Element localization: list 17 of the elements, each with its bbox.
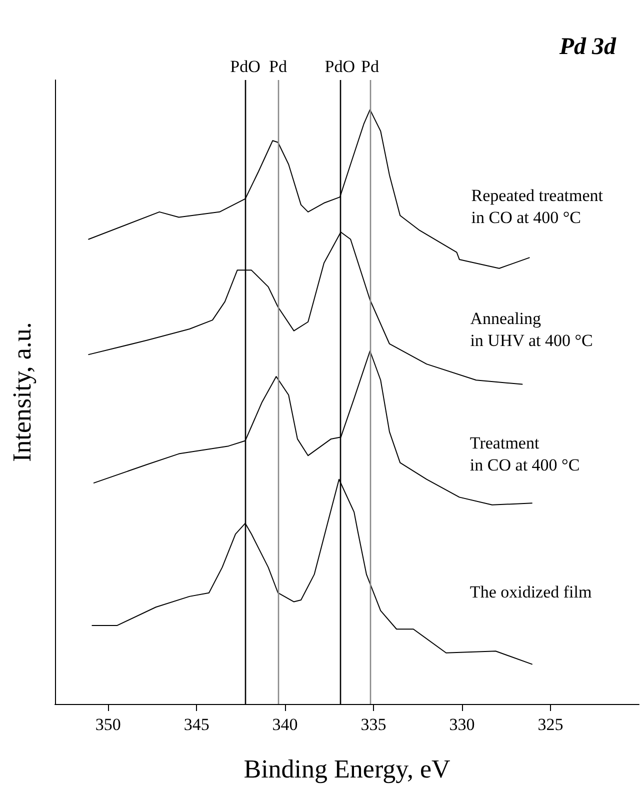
series-label: Repeated treatment in CO at 400 °C xyxy=(471,186,604,228)
ref-line-label: Pd xyxy=(361,57,380,76)
chart-title: Pd 3d xyxy=(558,34,617,60)
y-axis-title: Intensity, a.u. xyxy=(8,322,36,462)
x-tick-label: 340 xyxy=(272,715,298,734)
x-tick-label: 325 xyxy=(538,715,564,734)
x-tick-label: 345 xyxy=(184,715,210,734)
x-tick-label: 330 xyxy=(449,715,475,734)
series-label: Treatment in CO at 400 °C xyxy=(470,434,580,475)
ref-line-label: PdO xyxy=(230,57,260,76)
x-tick-label: 335 xyxy=(360,715,386,734)
x-axis-title: Binding Energy, eV xyxy=(244,754,450,784)
x-tick-label: 350 xyxy=(95,715,121,734)
ref-line-label: PdO xyxy=(324,57,356,76)
ref-line-label: Pd xyxy=(268,57,288,76)
series-label: Annealing in UHV at 400 °C xyxy=(470,308,593,350)
text: The oxidized film xyxy=(470,582,592,602)
